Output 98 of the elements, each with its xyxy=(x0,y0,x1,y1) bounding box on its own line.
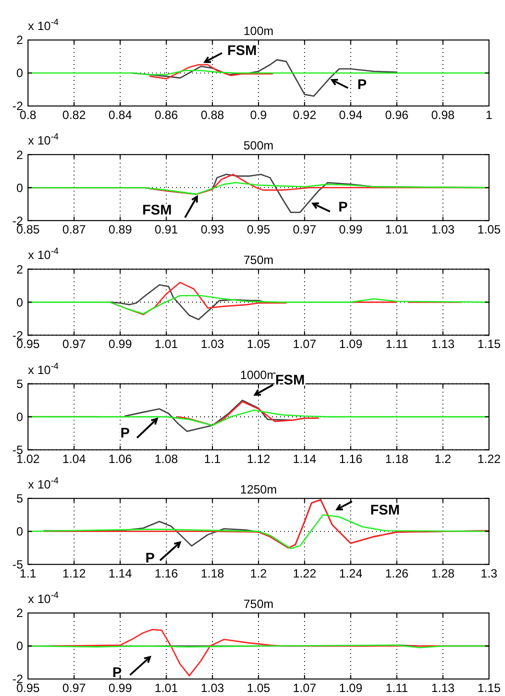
text: x 10$^{-4}$ xyxy=(28,132,59,148)
x-tick-label: 1.3 xyxy=(480,566,498,580)
y-tick-label: 0 xyxy=(16,524,24,539)
x-tick-label: 1.13 xyxy=(431,337,455,352)
y-tick-label: 2 xyxy=(16,33,24,48)
x-tick-label: 0.99 xyxy=(108,681,132,695)
y-tick-label: 0 xyxy=(16,180,24,195)
x-tick-label: 1.03 xyxy=(431,222,455,237)
x-tick-label: 0.95 xyxy=(246,222,270,237)
x-tick-label: 0.91 xyxy=(154,222,178,237)
y-tick-label: 0 xyxy=(16,66,24,80)
x-tick-label: 1.05 xyxy=(246,337,270,352)
y-tick-label: 0 xyxy=(16,295,24,310)
line-series xyxy=(27,294,490,314)
x-tick-label: 0.9 xyxy=(250,108,268,122)
chart-title: 1250m xyxy=(240,482,277,496)
x-tick-label: 1.07 xyxy=(292,337,317,352)
x-tick-label: 1.12 xyxy=(246,452,270,466)
x-tick-label: 0.82 xyxy=(62,108,86,122)
x-tick-label: 1 xyxy=(486,108,493,122)
x-tick-label: 1.03 xyxy=(200,681,224,695)
x-tick-label: 1.04 xyxy=(62,452,86,466)
x-tick-label: 0.84 xyxy=(108,108,132,122)
line-series xyxy=(27,514,490,550)
annotation: FSM xyxy=(370,501,400,518)
x-tick-label: 0.93 xyxy=(200,222,224,237)
text: x 10$^{-4}$ xyxy=(28,590,59,606)
y-tick-label: 5 xyxy=(16,492,24,506)
line-series xyxy=(150,64,273,80)
y-tick-label: 2 xyxy=(16,148,24,162)
annotation: P xyxy=(338,198,348,214)
x-tick-label: 1.15 xyxy=(477,681,501,695)
annotation: P xyxy=(357,76,367,92)
chart-title: 500m xyxy=(243,138,274,153)
x-tick-label: 0.97 xyxy=(62,337,86,352)
x-tick-label: 1.05 xyxy=(246,681,270,695)
x-tick-label: 1.2 xyxy=(250,566,268,580)
text: x 10$^{-4}$ xyxy=(28,475,59,492)
x-tick-label: 1.24 xyxy=(339,566,363,580)
x-tick-label: 1.05 xyxy=(477,222,501,237)
x-tick-label: 1.14 xyxy=(108,566,132,580)
chart-title: 100m xyxy=(243,24,274,38)
x-tick-label: 1.08 xyxy=(154,452,178,466)
x-tick-label: 1.06 xyxy=(108,452,132,466)
annotation: FSM xyxy=(275,372,305,388)
line-series xyxy=(27,410,490,426)
y-tick-label: 5 xyxy=(16,377,24,391)
x-tick-label: 1.11 xyxy=(386,337,408,352)
x-tick-label: 1.11 xyxy=(386,681,408,695)
annotation: P xyxy=(145,549,155,566)
chart-title: 750m xyxy=(243,253,274,268)
x-tick-label: 1.16 xyxy=(339,452,363,466)
x-tick-label: 1.09 xyxy=(339,681,363,695)
y-tick-label: 0 xyxy=(16,639,24,654)
x-tick-label: 1.18 xyxy=(200,566,224,580)
x-tick-label: 1.03 xyxy=(200,337,224,352)
x-tick-label: 0.97 xyxy=(292,222,317,237)
annotation: P xyxy=(120,424,130,441)
x-tick-label: 1.13 xyxy=(431,681,455,695)
x-tick-label: 0.97 xyxy=(62,681,86,695)
x-tick-label: 1.26 xyxy=(385,566,409,580)
x-tick-label: 0.89 xyxy=(108,222,132,237)
x-tick-label: 0.92 xyxy=(292,108,317,122)
x-tick-label: 1.22 xyxy=(292,566,317,580)
annotation: FSM xyxy=(227,42,257,58)
text: x 10$^{-4}$ xyxy=(28,246,59,262)
x-tick-label: 1.01 xyxy=(154,337,178,352)
x-tick-label: 0.88 xyxy=(200,108,224,122)
line-series xyxy=(131,59,398,97)
x-tick-label: 1.16 xyxy=(154,566,178,580)
x-tick-label: 0.86 xyxy=(154,108,178,122)
x-tick-label: 1.1 xyxy=(204,452,222,466)
x-tick-label: 0.87 xyxy=(62,222,86,237)
x-tick-label: 0.96 xyxy=(385,108,409,122)
x-tick-label: 1.2 xyxy=(434,452,452,466)
x-tick-label: 0.8 xyxy=(20,108,37,122)
x-tick-label: 1.28 xyxy=(431,566,455,580)
chart-title: 750m xyxy=(243,597,274,611)
y-tick-label: 0 xyxy=(16,410,24,424)
x-tick-label: 1.14 xyxy=(292,452,317,466)
text: x 10$^{-4}$ xyxy=(28,17,59,33)
x-tick-label: 1.15 xyxy=(477,337,501,352)
y-tick-label: 2 xyxy=(16,606,24,620)
x-tick-label: 1.12 xyxy=(62,566,86,580)
y-tick-label: 2 xyxy=(16,262,24,276)
annotation: FSM xyxy=(142,202,172,218)
x-tick-label: 1.22 xyxy=(477,452,501,466)
annotation: P xyxy=(112,664,122,680)
x-tick-label: 1.18 xyxy=(385,452,409,466)
x-tick-label: 1.01 xyxy=(385,222,409,237)
x-tick-label: 0.94 xyxy=(339,108,363,122)
x-tick-label: 1.09 xyxy=(339,337,363,352)
text: x 10$^{-4}$ xyxy=(28,360,59,377)
x-tick-label: 1.01 xyxy=(154,681,178,695)
x-tick-label: 0.98 xyxy=(431,108,455,122)
x-tick-label: 0.99 xyxy=(339,222,363,237)
x-tick-label: 1.07 xyxy=(292,681,317,695)
x-tick-label: 0.99 xyxy=(108,337,132,352)
